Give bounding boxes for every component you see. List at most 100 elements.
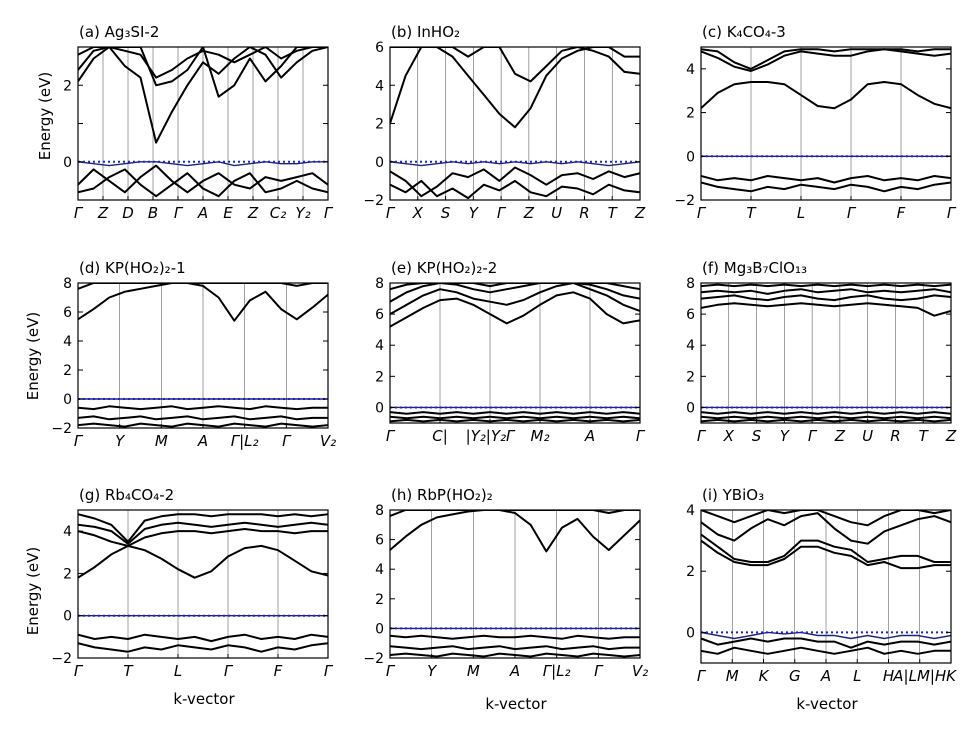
conduction-band-1 xyxy=(78,283,328,322)
bands-i xyxy=(701,510,951,655)
panel-d: (d) KP(HO₂)₂-1 −2 0 2 4 6 8 Γ Y M A Γ|L₂ Γ V₂ xyxy=(51,259,336,450)
valence-band-3 xyxy=(701,646,951,655)
y-tick-label: 4 xyxy=(63,334,72,350)
valence-band-3 xyxy=(390,415,640,420)
k-point-label: R xyxy=(579,204,589,222)
conduction-band-4 xyxy=(701,510,951,527)
k-point-label: Γ xyxy=(74,432,84,450)
k-point-label: A xyxy=(197,204,208,222)
k-point-label: Z xyxy=(634,204,646,222)
k-point-label: A|LM|H xyxy=(892,667,946,685)
conduction-band-2 xyxy=(390,283,640,316)
y-tick-label: 2 xyxy=(63,566,72,582)
k-point-label: |Y₂|Y₂Γ xyxy=(466,427,516,445)
y-tick-label: −2 xyxy=(674,193,695,209)
conduction-band-4 xyxy=(701,283,951,288)
k-point-label: T xyxy=(123,662,134,680)
k-point-label: X xyxy=(723,427,735,445)
valence-band-1 xyxy=(701,631,951,640)
conduction-band-2 xyxy=(390,47,640,83)
k-point-label: Γ xyxy=(594,662,604,680)
conduction-band-1 xyxy=(390,47,640,129)
panel-title-f: (f) Mg₃B₇ClO₁₃ xyxy=(702,259,807,277)
k-point-label: R xyxy=(890,427,900,445)
k-point-label: X xyxy=(412,204,424,222)
y-tick-label: 0 xyxy=(375,400,384,416)
conduction-band-1 xyxy=(701,302,951,317)
k-point-label: L xyxy=(853,667,861,685)
conduction-band-3 xyxy=(78,47,328,98)
valence-band-4 xyxy=(390,418,640,423)
conduction-band-3 xyxy=(390,283,640,303)
y-tick-label: −2 xyxy=(51,421,72,437)
plot-frame xyxy=(700,282,952,424)
panel-e: (e) KP(HO₂)₂-2 0 2 4 6 8 Γ C| |Y₂|Y₂Γ M₂ A Γ xyxy=(375,259,646,445)
y-tick-label: 6 xyxy=(375,40,384,56)
k-point-label: D xyxy=(122,204,134,222)
y-tick-label: 4 xyxy=(686,503,695,519)
conduction-band-2 xyxy=(701,533,951,563)
k-point-label: Γ xyxy=(386,427,396,445)
conduction-band-1 xyxy=(701,81,951,110)
valence-band-3 xyxy=(390,179,640,200)
k-point-label: U xyxy=(551,204,562,222)
k-point-label: Z xyxy=(247,204,259,222)
conduction-band-1 xyxy=(701,539,951,570)
k-point-label: A xyxy=(509,662,520,680)
panel-title-c: (c) K₄CO₄-3 xyxy=(702,23,786,41)
conduction-band-2 xyxy=(390,510,640,517)
y-tick-label: 6 xyxy=(375,533,384,549)
k-point-label: Y xyxy=(469,204,480,222)
k-point-label: E xyxy=(223,204,233,222)
k-point-label: Γ xyxy=(174,204,184,222)
conduction-band-4 xyxy=(78,513,328,543)
bands-g xyxy=(78,513,328,653)
x-axis-label-col2: k-vector xyxy=(485,695,547,713)
k-point-label: H xyxy=(883,667,894,685)
k-point-label: Γ xyxy=(74,662,84,680)
k-point-label: Z xyxy=(97,204,109,222)
panel-title-i: (i) YBiO₃ xyxy=(702,486,764,504)
k-point-label: Γ xyxy=(282,432,292,450)
plot-frame xyxy=(77,509,329,659)
y-tick-label: 2 xyxy=(375,592,384,608)
k-point-label: Γ xyxy=(947,204,957,222)
k-point-label: Y₂ xyxy=(295,204,310,222)
y-tick-label: 8 xyxy=(375,503,384,519)
y-tick-label: 0 xyxy=(686,625,695,641)
k-point-label: U xyxy=(862,427,873,445)
bands-e xyxy=(390,283,640,423)
k-point-label: C₂ xyxy=(270,204,287,222)
y-tick-label: 6 xyxy=(375,307,384,323)
k-point-label: T xyxy=(746,204,757,222)
k-point-label: V₂ xyxy=(632,662,648,680)
valence-band-2 xyxy=(701,411,951,415)
k-point-label: Γ xyxy=(386,662,396,680)
k-point-label: F xyxy=(897,204,906,222)
valence-band-1 xyxy=(78,161,328,167)
y-tick-label: 6 xyxy=(686,307,695,323)
k-point-label: L xyxy=(797,204,805,222)
x-axis-label-col1: k-vector xyxy=(173,690,235,708)
y-tick-label: 2 xyxy=(686,106,695,122)
k-point-label: M xyxy=(726,667,739,685)
k-point-label: A xyxy=(584,427,595,445)
conduction-band-3 xyxy=(78,521,328,545)
valence-band-3 xyxy=(78,642,328,653)
y-tick-label: 0 xyxy=(63,155,72,171)
valence-band-2 xyxy=(701,175,951,184)
k-point-label: Z xyxy=(945,427,957,445)
conduction-band-2 xyxy=(78,47,328,79)
y-tick-label: 8 xyxy=(686,276,695,292)
k-point-label: S xyxy=(752,427,762,445)
k-point-label: Y xyxy=(427,662,438,680)
k-point-label: Γ|L₂ xyxy=(543,662,571,680)
y-tick-label: 4 xyxy=(686,338,695,354)
conduction-band-2 xyxy=(78,528,328,547)
panel-g: (g) Rb₄CO₄-2 −2 0 2 4 Γ T L Γ F Γ xyxy=(51,486,333,680)
k-point-label: T xyxy=(608,204,619,222)
k-point-label: M xyxy=(467,662,480,680)
conduction-band-2 xyxy=(78,283,328,290)
